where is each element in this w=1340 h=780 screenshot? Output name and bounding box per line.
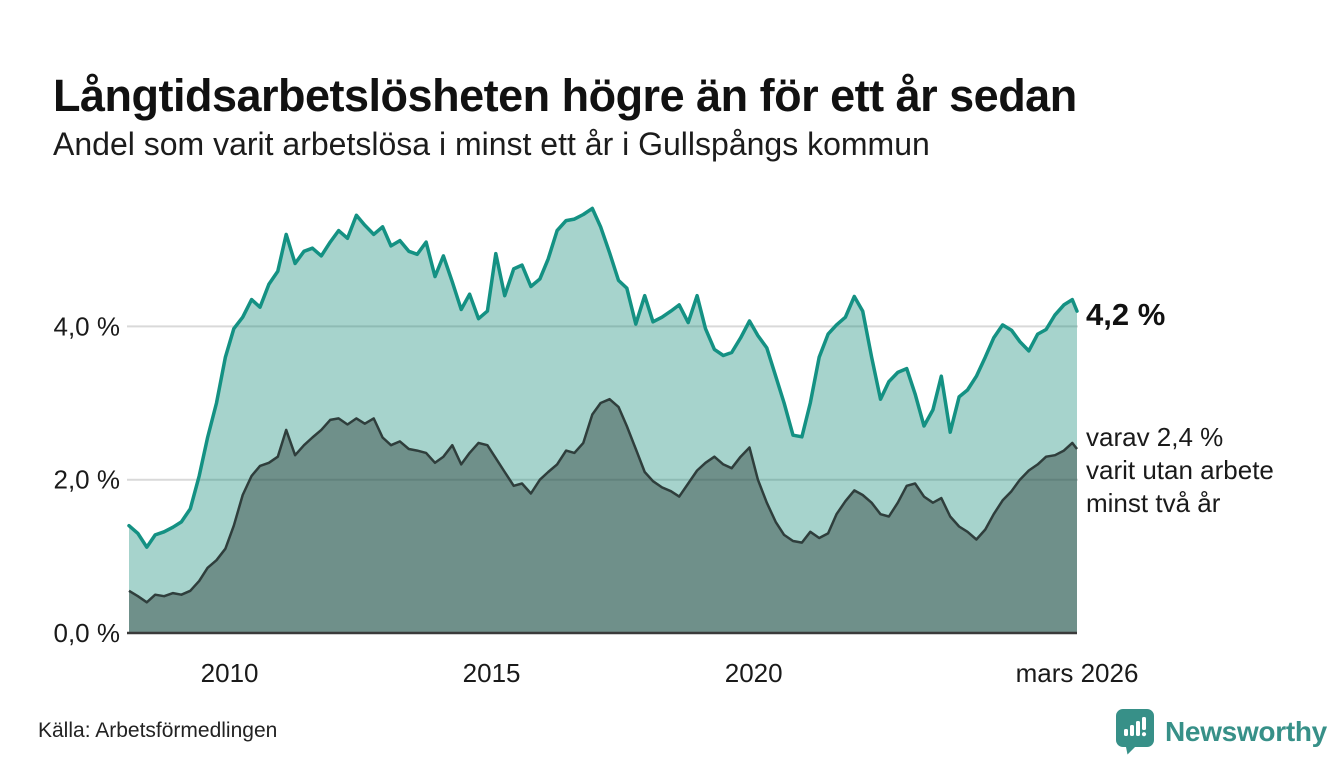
annotation-line: varit utan arbete [1086, 455, 1274, 485]
page-title: Långtidsarbetslösheten högre än för ett … [53, 70, 1077, 122]
newsworthy-wordmark: Newsworthy [1165, 715, 1327, 747]
newsworthy-logo: Newsworthy [1115, 708, 1327, 755]
y-axis-tick-label: 0,0 % [54, 618, 121, 648]
line-total-one-year [127, 206, 1079, 549]
y-axis-tick-label: 4,0 % [54, 311, 121, 341]
latest-total-value-label: 4,2 % [1086, 297, 1166, 332]
area-total-one-year [129, 208, 1077, 633]
x-axis-tick-label: 2020 [725, 658, 783, 688]
x-axis-tick-label: 2015 [463, 658, 521, 688]
area-two-plus-years [129, 399, 1077, 633]
source-credit: Källa: Arbetsförmedlingen [38, 719, 278, 742]
line-two-plus-years [128, 397, 1078, 604]
chart-subtitle: Andel som varit arbetslösa i minst ett å… [53, 126, 930, 162]
x-axis-tick-label: 2010 [201, 658, 259, 688]
newsworthy-chart-speech-bubble-icon [1115, 708, 1155, 755]
annotation-line: varav 2,4 % [1086, 422, 1224, 452]
latest-two-year-annotation: varav 2,4 % varit utan arbete minst två … [1086, 421, 1274, 520]
y-axis-tick-label: 2,0 % [54, 465, 121, 495]
annotation-line: minst två år [1086, 488, 1221, 518]
x-axis-tick-label: mars 2026 [1016, 658, 1139, 688]
